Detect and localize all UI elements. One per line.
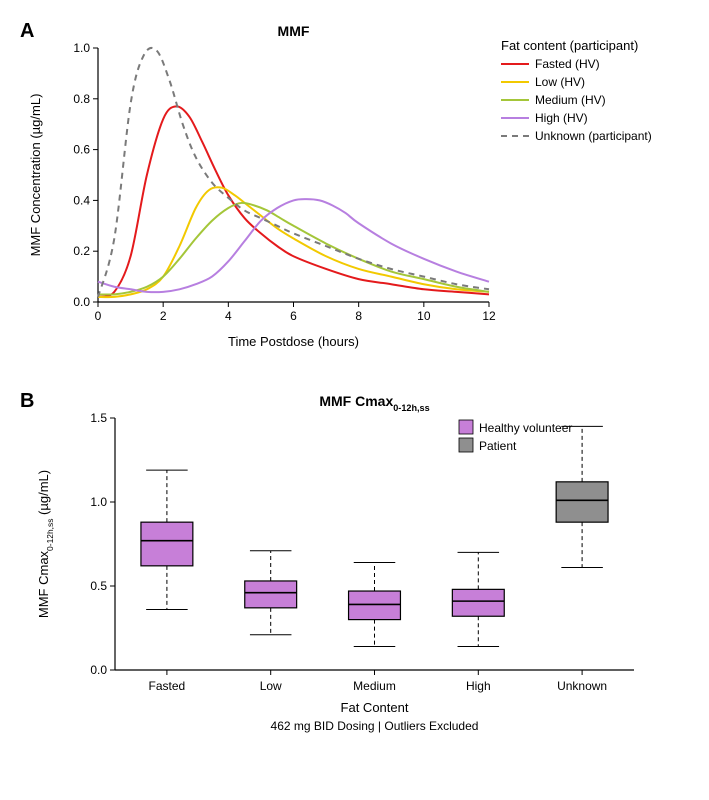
line-chart: MMF 0 2 4 6 8 10 12 0.0 0.2 0.4 0.6 0.8 1.0 Time Postd…	[20, 20, 689, 360]
svg-text:0.6: 0.6	[73, 143, 90, 157]
svg-text:Low (HV): Low (HV)	[535, 75, 585, 89]
box	[349, 591, 401, 620]
svg-text:0.4: 0.4	[73, 193, 90, 207]
box-plot: MMF Cmax0-12h,ss 0.0 0.5 1.0 1.5 MMF Cmax0-12…	[20, 390, 689, 750]
panel-a-label: A	[20, 20, 34, 43]
svg-text:High (HV): High (HV)	[535, 111, 588, 125]
svg-text:4: 4	[225, 309, 232, 323]
svg-text:Low: Low	[260, 679, 282, 693]
box	[245, 581, 297, 608]
panel-a: A MMF 0 2 4 6 8 10 12 0.0 0.2 0.4 0.6 0.8 1.0 Time Pos…	[20, 20, 689, 360]
panel-b-label: B	[20, 390, 34, 413]
svg-text:Unknown: Unknown	[557, 679, 607, 693]
series-line	[98, 203, 489, 295]
svg-text:1.5: 1.5	[90, 411, 107, 425]
svg-text:Medium (HV): Medium (HV)	[535, 93, 606, 107]
svg-text:0: 0	[95, 309, 102, 323]
box	[141, 522, 193, 566]
svg-text:Healthy volunteer: Healthy volunteer	[479, 421, 572, 435]
box	[556, 482, 608, 522]
svg-text:Medium: Medium	[353, 679, 396, 693]
svg-text:Unknown (participant): Unknown (participant)	[535, 129, 652, 143]
svg-text:1.0: 1.0	[73, 41, 90, 55]
box	[452, 589, 504, 616]
svg-text:MMF Cmax0-12h,ss (µg/mL): MMF Cmax0-12h,ss (µg/mL)	[36, 470, 55, 618]
svg-text:0.0: 0.0	[73, 295, 90, 309]
svg-text:MMF Concentration (µg/mL): MMF Concentration (µg/mL)	[28, 94, 43, 257]
svg-text:2: 2	[160, 309, 167, 323]
svg-text:8: 8	[355, 309, 362, 323]
svg-text:1.0: 1.0	[90, 495, 107, 509]
svg-text:MMF Cmax0-12h,ss: MMF Cmax0-12h,ss	[319, 393, 429, 413]
svg-text:10: 10	[417, 309, 431, 323]
svg-text:Patient: Patient	[479, 439, 517, 453]
svg-text:0.8: 0.8	[73, 92, 90, 106]
svg-text:0.0: 0.0	[90, 663, 107, 677]
svg-text:6: 6	[290, 309, 297, 323]
series-line	[98, 48, 489, 297]
svg-text:0.2: 0.2	[73, 244, 90, 258]
svg-text:Time Postdose (hours): Time Postdose (hours)	[228, 334, 359, 349]
svg-text:12: 12	[482, 309, 496, 323]
svg-text:MMF: MMF	[278, 23, 310, 39]
svg-text:0.5: 0.5	[90, 579, 107, 593]
svg-text:Fasted: Fasted	[149, 679, 186, 693]
svg-text:Fat content (participant): Fat content (participant)	[501, 38, 638, 53]
svg-text:High: High	[466, 679, 491, 693]
svg-text:Fasted (HV): Fasted (HV)	[535, 57, 600, 71]
series-line	[98, 106, 489, 297]
svg-text:Fat Content: Fat Content	[341, 700, 409, 715]
svg-text:462 mg BID Dosing | Outliers E: 462 mg BID Dosing | Outliers Excluded	[271, 719, 479, 733]
panel-b: B MMF Cmax0-12h,ss0.00.51.01.5MMF Cmax0-…	[20, 390, 689, 750]
